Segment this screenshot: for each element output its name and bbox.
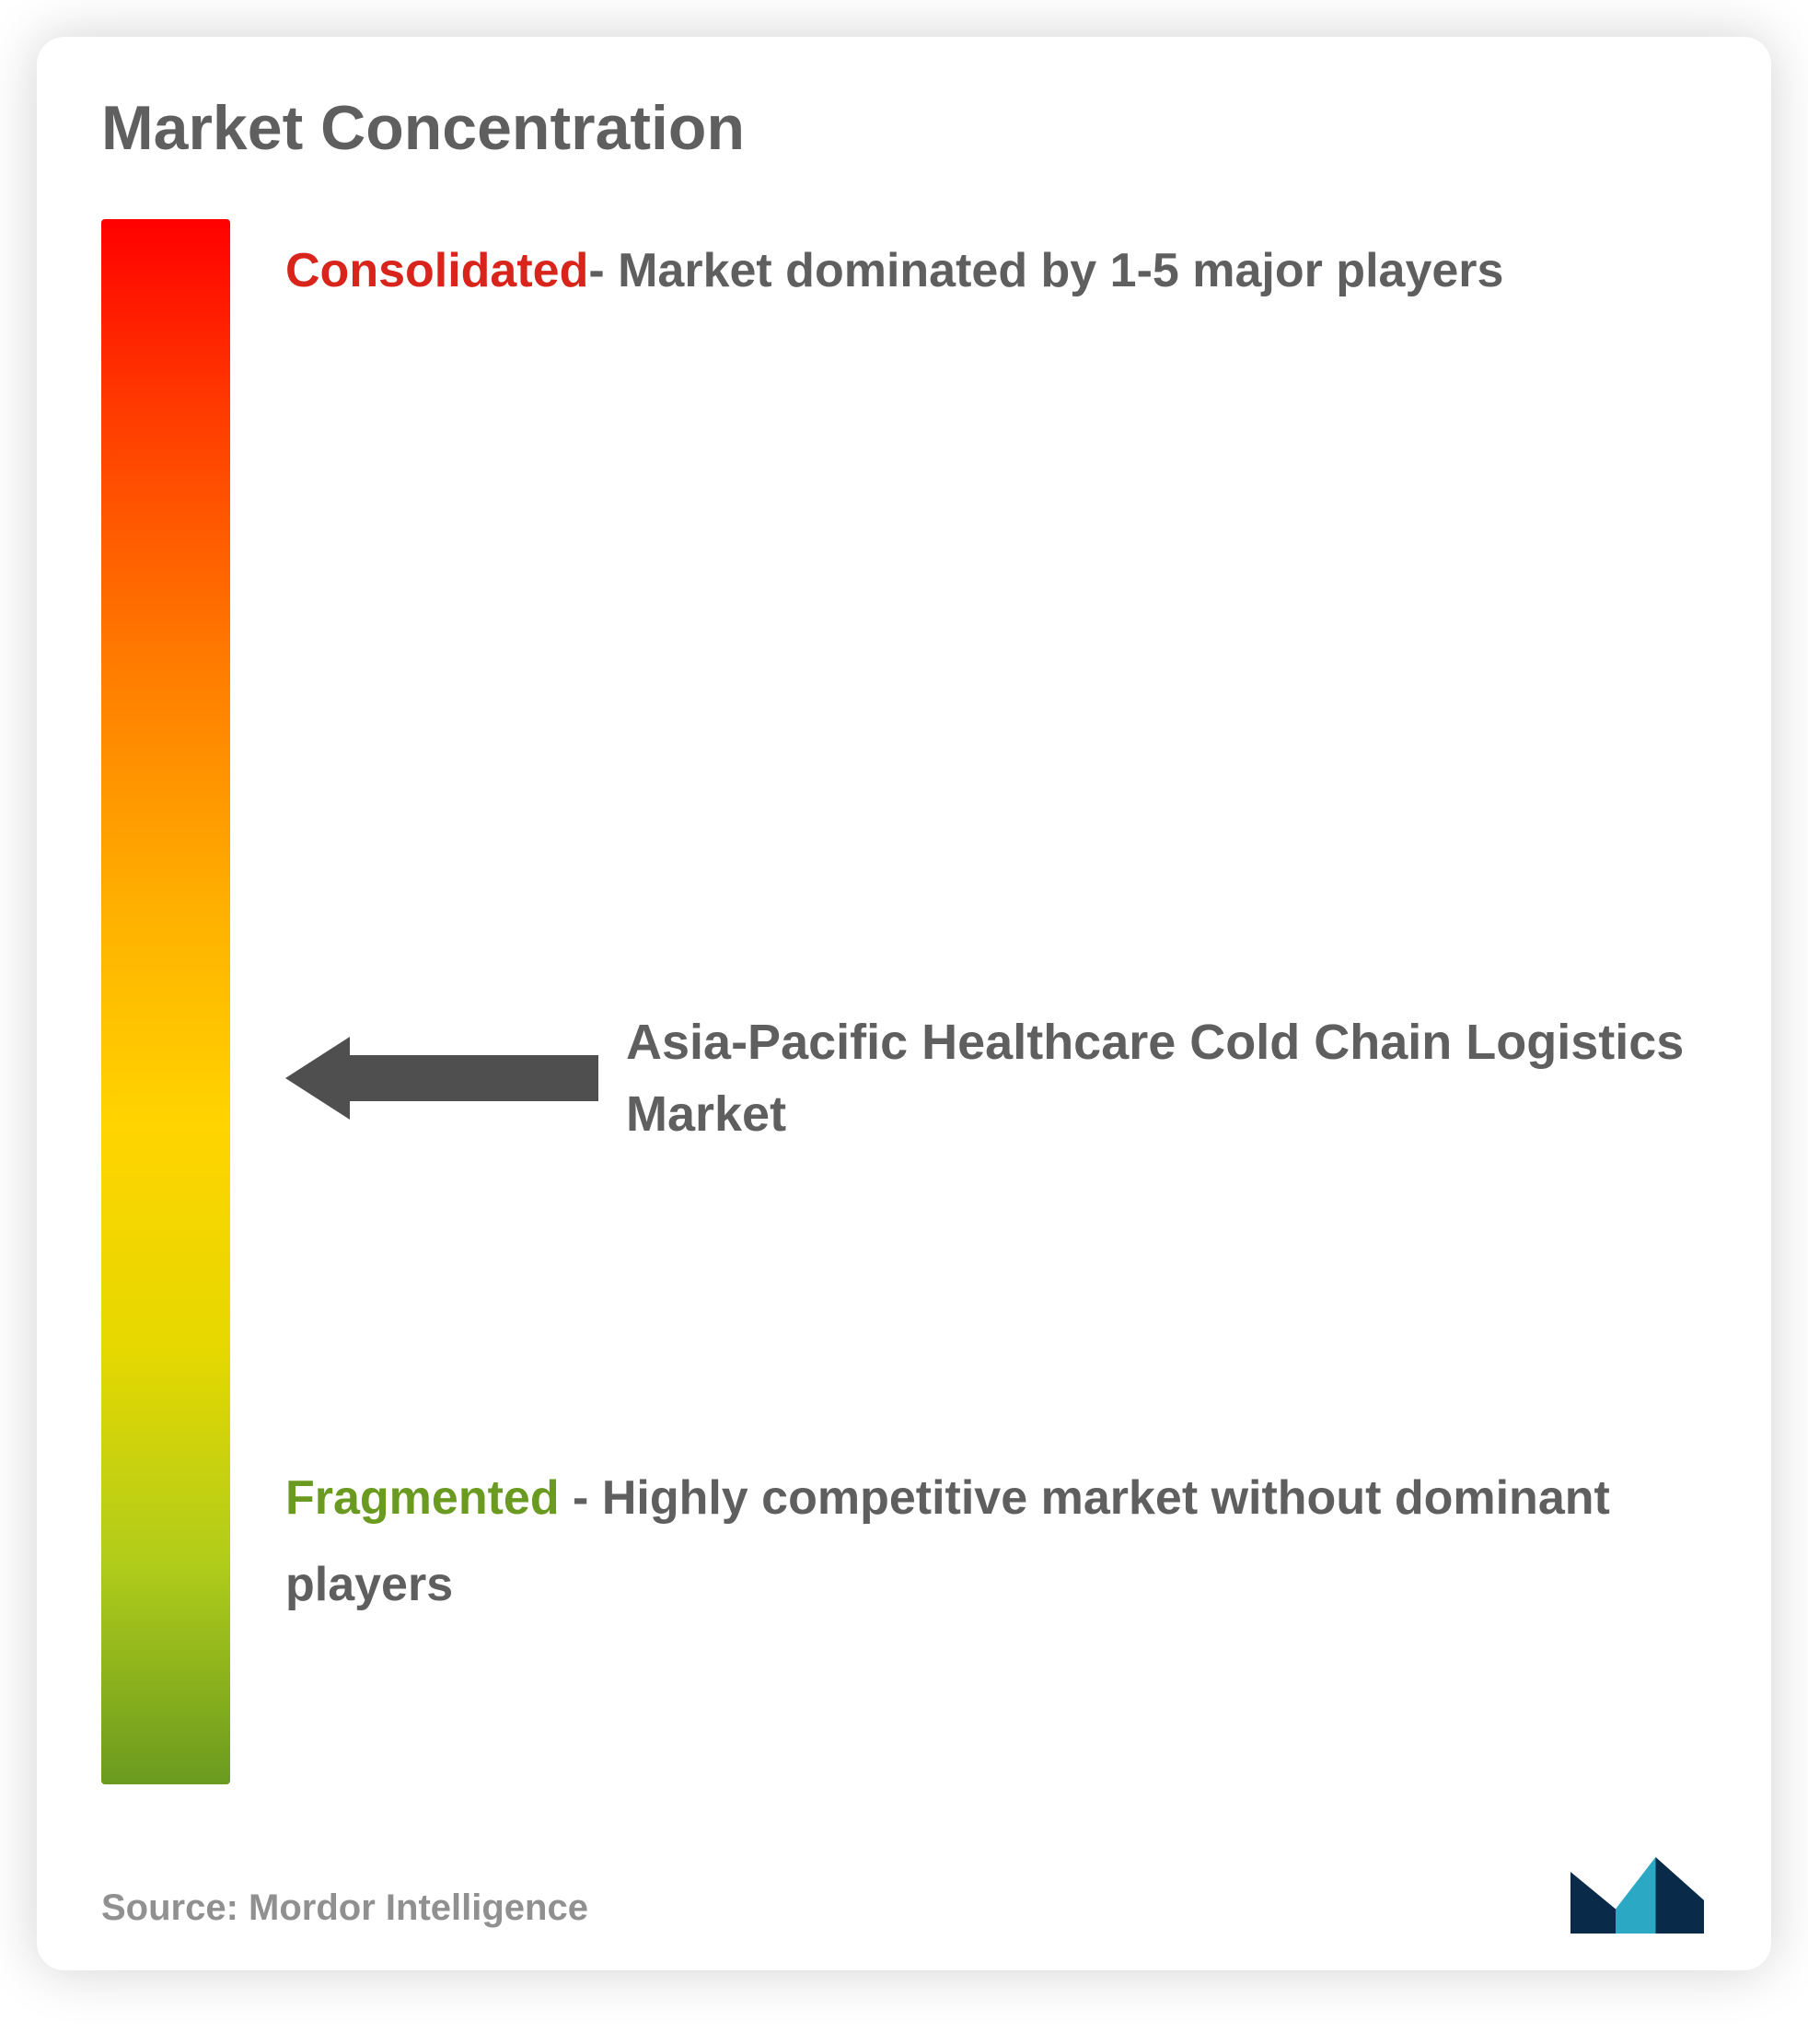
consolidated-description: - Market dominated by 1-5 major players (588, 244, 1503, 297)
card-title: Market Concentration (101, 92, 1707, 164)
arrow-left-icon (285, 1032, 598, 1124)
fragmented-label: Fragmented - Highly competitive market w… (285, 1456, 1688, 1628)
market-name-label: Asia-Pacific Healthcare Cold Chain Logis… (626, 1006, 1688, 1151)
consolidated-label: Consolidated- Market dominated by 1-5 ma… (285, 228, 1688, 315)
market-concentration-card: Market Concentration Consolidated- Marke… (37, 37, 1771, 1970)
content-area: Consolidated- Market dominated by 1-5 ma… (101, 219, 1707, 1784)
market-position-marker: Asia-Pacific Healthcare Cold Chain Logis… (285, 1006, 1688, 1151)
consolidated-highlight: Consolidated (285, 244, 588, 297)
concentration-gradient-bar (101, 219, 230, 1784)
fragmented-highlight: Fragmented (285, 1471, 560, 1525)
mordor-logo-icon (1569, 1846, 1707, 1934)
source-attribution: Source: Mordor Intelligence (101, 1887, 588, 1929)
